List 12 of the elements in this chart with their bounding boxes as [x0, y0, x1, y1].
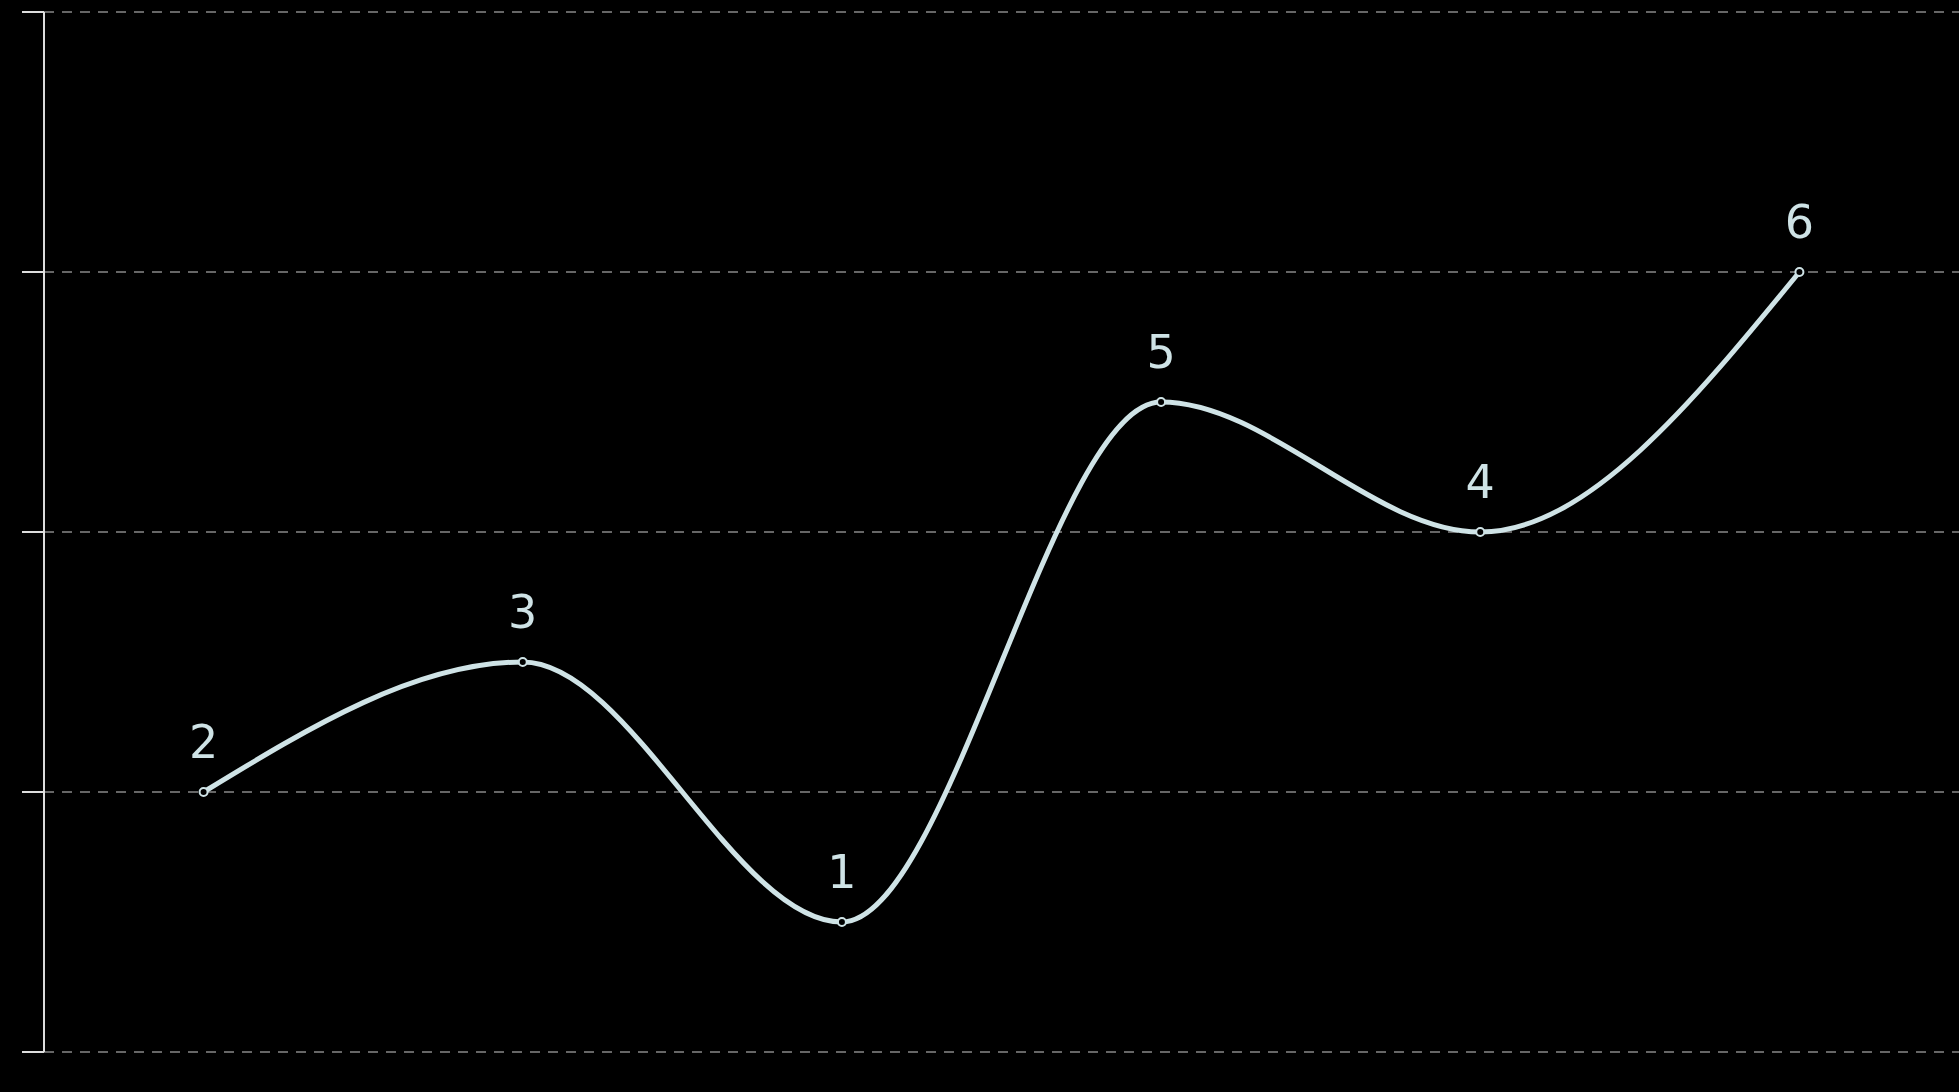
point	[1156, 397, 1167, 407]
data-label: 5	[1146, 325, 1176, 379]
point	[1475, 527, 1486, 537]
data-label: 6	[1784, 195, 1815, 249]
point	[517, 657, 528, 667]
data-label: 3	[508, 585, 538, 639]
data-label: 4	[1465, 455, 1495, 509]
point	[198, 787, 209, 797]
point	[1794, 267, 1805, 277]
data-label: 1	[827, 845, 857, 899]
data-label: 2	[188, 715, 219, 769]
point	[836, 917, 847, 927]
